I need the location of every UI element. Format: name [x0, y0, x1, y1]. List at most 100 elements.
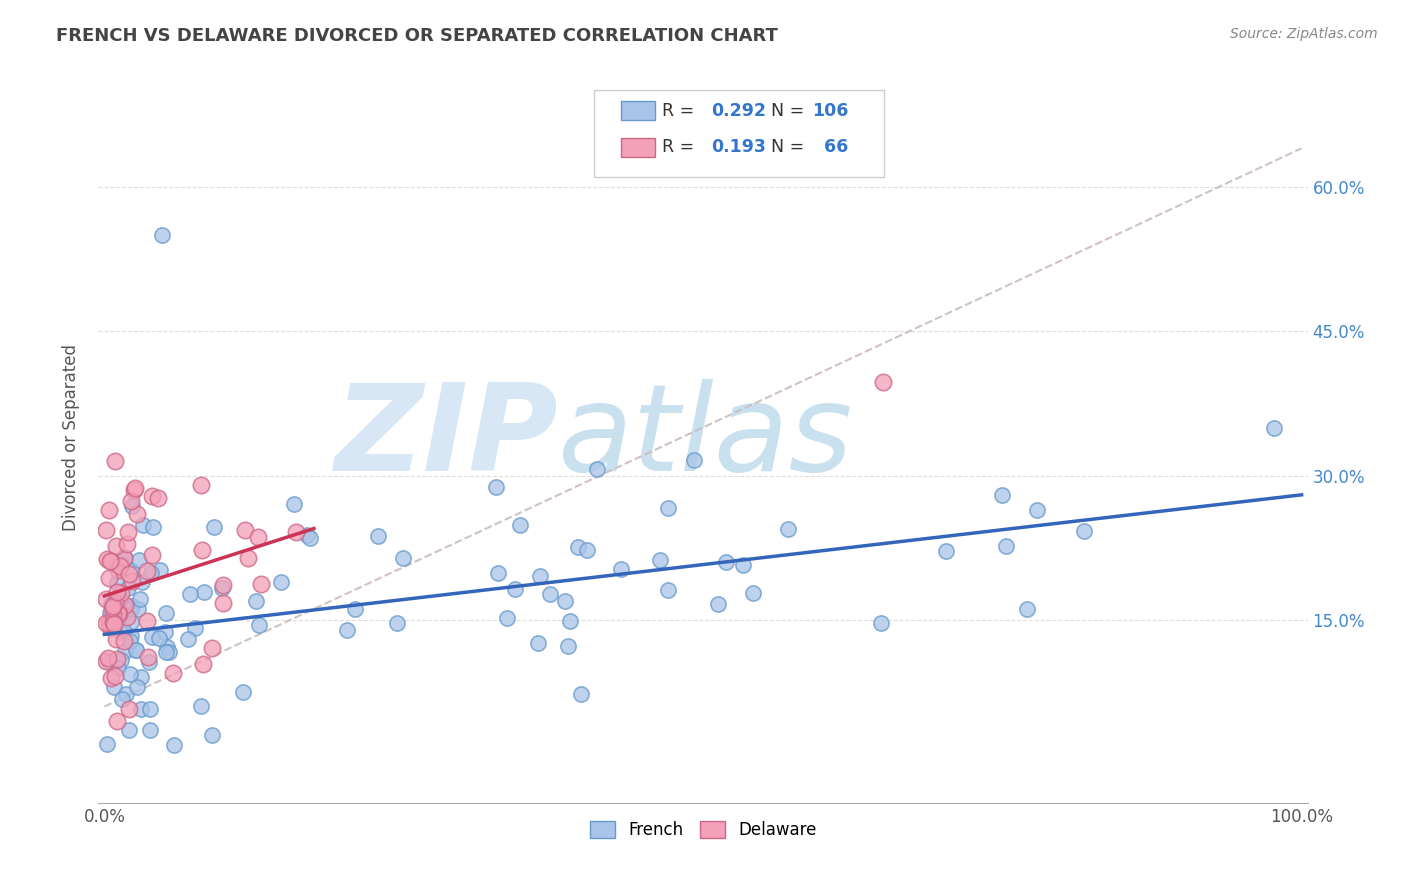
Point	[742, 586, 765, 600]
Point	[98, 503, 121, 517]
Point	[104, 603, 127, 617]
Point	[98, 620, 121, 634]
Point	[141, 489, 163, 503]
Point	[139, 723, 162, 737]
Legend: French, Delaware: French, Delaware	[583, 814, 823, 846]
Point	[120, 633, 142, 648]
Point	[1073, 524, 1095, 538]
Point	[98, 607, 121, 621]
Point	[96, 551, 118, 566]
Point	[117, 581, 139, 595]
Text: 0.193: 0.193	[711, 138, 766, 156]
Point	[201, 640, 224, 655]
Point	[141, 548, 163, 562]
Point	[125, 643, 148, 657]
Point	[105, 652, 128, 666]
Point	[100, 554, 122, 568]
Point	[485, 480, 508, 494]
Point	[127, 601, 149, 615]
Point	[132, 518, 155, 533]
Point	[232, 684, 254, 698]
Point	[138, 701, 160, 715]
Point	[575, 543, 598, 558]
Point	[683, 452, 706, 467]
Point	[118, 702, 141, 716]
Point	[118, 723, 141, 737]
Point	[107, 607, 129, 621]
Point	[141, 566, 163, 580]
Point	[105, 592, 128, 607]
Point	[391, 550, 413, 565]
Point	[299, 531, 322, 545]
Point	[157, 645, 180, 659]
Point	[149, 563, 172, 577]
Point	[110, 586, 132, 600]
Point	[995, 539, 1018, 553]
Point	[648, 552, 671, 566]
Point	[98, 655, 121, 669]
Point	[193, 585, 215, 599]
Point	[155, 645, 177, 659]
Point	[538, 587, 561, 601]
Point	[235, 523, 257, 537]
Point	[105, 584, 128, 599]
Point	[586, 462, 609, 476]
Point	[97, 615, 120, 630]
Point	[714, 556, 737, 570]
Point	[142, 520, 165, 534]
Point	[128, 592, 150, 607]
Point	[162, 666, 184, 681]
Point	[111, 692, 134, 706]
Point	[103, 616, 125, 631]
Point	[184, 621, 207, 635]
Point	[211, 596, 233, 610]
Point	[1026, 503, 1049, 517]
Point	[191, 542, 214, 557]
Point	[529, 569, 551, 583]
Point	[201, 728, 224, 742]
Point	[177, 632, 200, 646]
Point	[114, 644, 136, 658]
Point	[336, 623, 359, 637]
Point	[120, 494, 142, 508]
Text: 106: 106	[811, 102, 848, 120]
Point	[117, 610, 139, 624]
Text: R =: R =	[662, 102, 700, 120]
Point	[120, 615, 142, 630]
Point	[94, 591, 117, 606]
Point	[105, 632, 128, 646]
Point	[136, 564, 159, 578]
Point	[101, 600, 124, 615]
Text: 66: 66	[811, 138, 848, 156]
Point	[155, 625, 177, 640]
Point	[554, 594, 576, 608]
Point	[236, 550, 259, 565]
Point	[94, 615, 117, 630]
Point	[344, 602, 367, 616]
Point	[118, 567, 141, 582]
Point	[107, 607, 129, 622]
Point	[156, 640, 179, 654]
Point	[103, 597, 125, 611]
Point	[101, 620, 124, 634]
Point	[509, 517, 531, 532]
Point	[124, 481, 146, 495]
Point	[121, 499, 143, 513]
Point	[247, 530, 270, 544]
Point	[112, 608, 135, 623]
Point	[270, 574, 292, 589]
Point	[527, 636, 550, 650]
Point	[193, 657, 215, 671]
Point	[249, 577, 271, 591]
Point	[148, 631, 170, 645]
Point	[110, 653, 132, 667]
Point	[707, 597, 730, 611]
Point	[120, 563, 142, 577]
Point	[112, 551, 135, 566]
Point	[179, 587, 201, 601]
Point	[297, 528, 319, 542]
Point	[129, 702, 152, 716]
Point	[122, 483, 145, 497]
Point	[112, 634, 135, 648]
Point	[367, 528, 389, 542]
